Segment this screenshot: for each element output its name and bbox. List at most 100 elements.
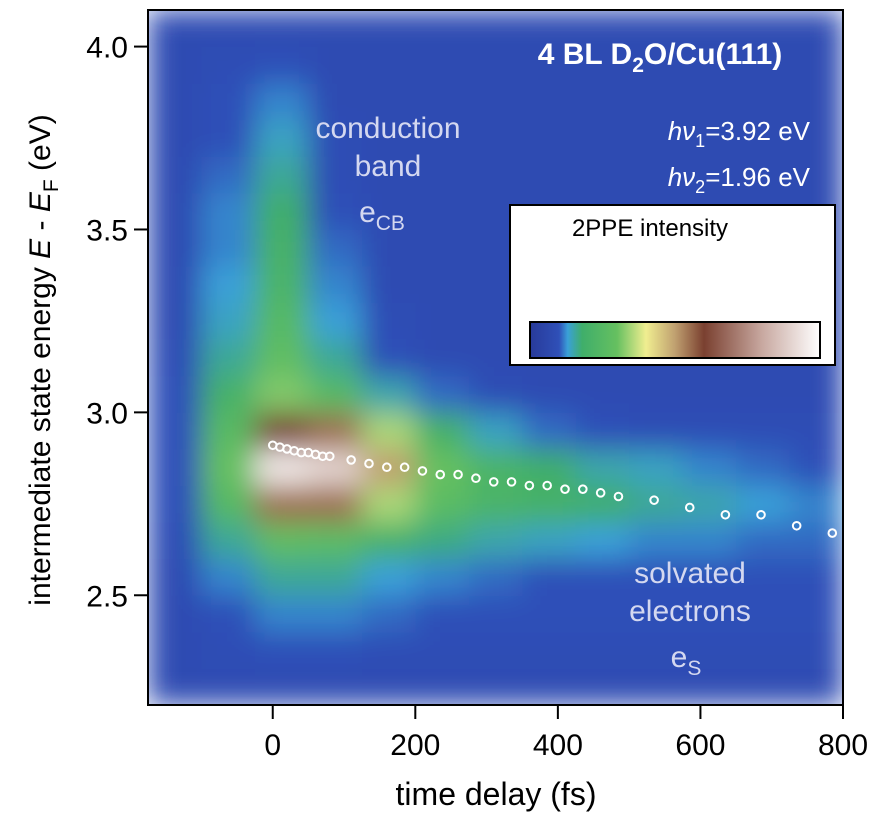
heat-cell [789, 412, 843, 450]
heat-cell [789, 668, 843, 705]
x-tick-label: 800 [818, 729, 868, 762]
heat-cell [254, 10, 309, 48]
heat-cell [201, 558, 256, 596]
heat-cell [201, 375, 256, 413]
heat-cell [736, 46, 791, 84]
energy: =3.92 eV [705, 116, 810, 146]
heat-cell [415, 375, 470, 413]
base: e [359, 196, 376, 229]
heat-cell [682, 668, 737, 705]
heat-cell [361, 595, 416, 633]
sub: 2 [695, 177, 705, 197]
heat-cell [682, 83, 737, 121]
heat-cell [308, 119, 363, 157]
heat-cell [415, 595, 470, 633]
heat-cell [201, 266, 256, 304]
heat-cell [308, 631, 363, 669]
heat-cell [789, 46, 843, 84]
heat-cell [415, 558, 470, 596]
heat-cell [148, 83, 202, 121]
chart-title: 4 BL D2O/Cu(111) [538, 38, 783, 77]
photon-energy: hν2=1.96 eV [668, 162, 811, 197]
sub: CB [376, 212, 405, 235]
heat-cell [415, 192, 470, 230]
heat-cell [522, 631, 577, 669]
photon-energy: hν1=3.92 eV [668, 116, 811, 151]
heat-cell [254, 339, 309, 377]
heat-cell [361, 10, 416, 48]
heat-cell [629, 595, 684, 633]
x-tick-label: 200 [390, 729, 440, 762]
heat-cell [789, 119, 843, 157]
peak-point [364, 458, 374, 469]
heat-cell [254, 558, 309, 596]
y-axis-title: intermediate state energy E - EF (eV) [24, 114, 63, 605]
heat-cell [789, 10, 843, 48]
heat-cell [148, 229, 202, 267]
heat-cell [736, 375, 791, 413]
heat-cell [254, 156, 309, 194]
heat-cell [682, 46, 737, 84]
heat-cell [736, 558, 791, 596]
heat-cell [308, 522, 363, 560]
heat-cell [148, 302, 202, 340]
heat-cell [575, 631, 630, 669]
heat-cell [201, 595, 256, 633]
heat-cell [415, 229, 470, 267]
heat-cell [254, 46, 309, 84]
heat-cell [736, 448, 791, 487]
heat-cell [522, 558, 577, 596]
heat-cell [148, 558, 202, 596]
x-axis-title: time delay (fs) [396, 776, 597, 812]
heat-cell [629, 156, 684, 194]
peak-point [560, 484, 570, 494]
heat-cell [361, 631, 416, 669]
heat-cell [308, 339, 363, 377]
peak-point [346, 455, 356, 465]
heat-cell [415, 339, 470, 377]
heat-cell [308, 83, 363, 121]
colorbar-title: 2PPE intensity [572, 215, 728, 242]
heat-cell [522, 522, 577, 560]
heat-cell [629, 668, 684, 705]
heat-cell [575, 83, 630, 121]
sub: S [687, 657, 701, 680]
heat-cell [254, 302, 309, 340]
heat-cell [201, 631, 256, 669]
heat-cell [415, 156, 470, 194]
peak-point [756, 509, 766, 520]
peak-point [595, 488, 606, 498]
annotation: conduction [315, 112, 460, 145]
heat-cell [789, 631, 843, 669]
peak-point [399, 462, 410, 473]
peak-point [324, 451, 335, 462]
peak-point [471, 473, 481, 484]
heat-cell [201, 119, 256, 157]
heat-cell [415, 266, 470, 304]
heat-cell [361, 156, 416, 194]
heat-cell [308, 156, 363, 194]
heat-cell [254, 83, 309, 121]
heat-cell [201, 668, 256, 705]
heat-cell [736, 631, 791, 669]
heat-cell [415, 302, 470, 340]
heat-cell [201, 46, 256, 84]
heat-cell [575, 558, 630, 596]
h: h [668, 116, 682, 146]
heat-cell [522, 156, 577, 194]
heat-cell [682, 595, 737, 633]
heat-cell [468, 595, 523, 633]
title-part: 4 BL D [538, 38, 632, 71]
heat-cell [201, 10, 256, 48]
heat-cell [575, 595, 630, 633]
peak-point [720, 509, 731, 520]
heat-cell [575, 375, 630, 413]
heat-cell [468, 668, 523, 705]
heat-cell [522, 668, 577, 705]
peak-point [381, 462, 392, 473]
heat-cell [629, 119, 684, 157]
heat-cell [682, 412, 737, 450]
heat-cell [308, 668, 363, 705]
y-tick-label: 2.5 [86, 580, 128, 613]
